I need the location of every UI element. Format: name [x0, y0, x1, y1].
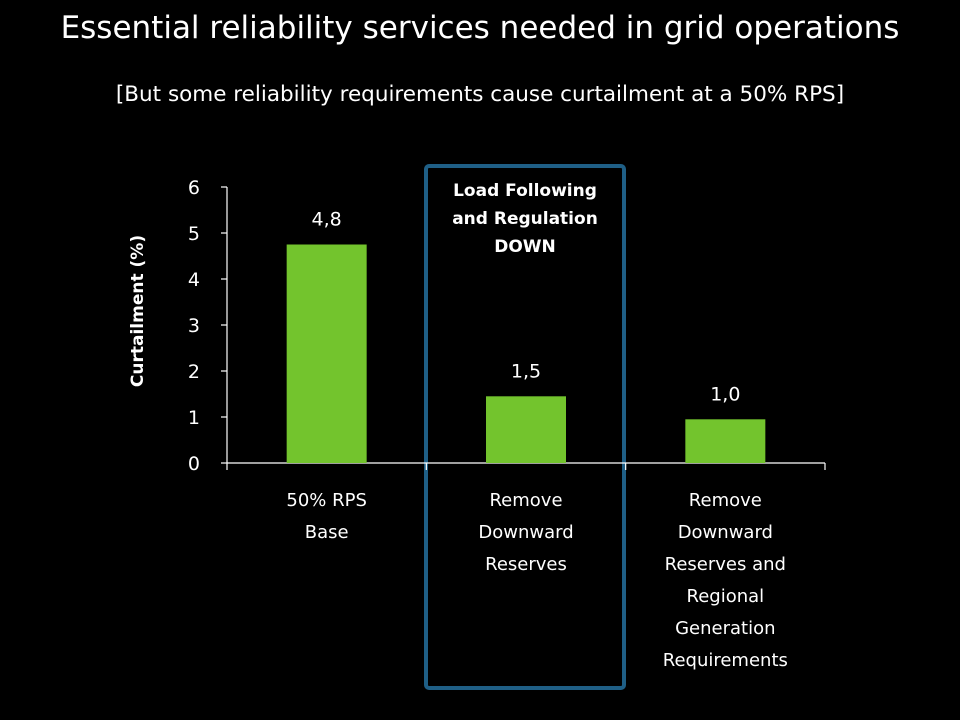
- data-label: 4,8: [312, 209, 342, 231]
- data-label: 1,0: [710, 383, 740, 405]
- y-tick-label: 3: [188, 315, 200, 337]
- x-tick-label: Generation: [675, 618, 775, 639]
- bar: [486, 396, 566, 463]
- y-tick-label: 1: [188, 407, 200, 429]
- y-tick-label: 0: [188, 453, 200, 475]
- chart-title: Essential reliability services needed in…: [60, 10, 900, 46]
- highlight-box: [424, 164, 626, 690]
- y-axis-label: Curtailment (%): [128, 235, 148, 387]
- data-label: 1,5: [511, 360, 541, 382]
- x-tick-label: Reserves: [485, 554, 567, 575]
- highlight-label-line: Load Following: [453, 181, 597, 201]
- x-tick-label: Downward: [678, 522, 773, 543]
- x-tick-label: 50% RPS: [286, 490, 367, 511]
- x-tick-label: Regional: [687, 586, 765, 607]
- y-tick-label: 6: [188, 177, 200, 199]
- x-tick-label: Requirements: [663, 650, 788, 671]
- y-tick-label: 5: [188, 223, 200, 245]
- x-tick-label: Downward: [478, 522, 573, 543]
- x-tick-label: Reserves and: [665, 554, 786, 575]
- x-tick-label: Base: [305, 522, 349, 543]
- x-tick-label: Remove: [689, 490, 762, 511]
- y-tick-label: 4: [188, 269, 200, 291]
- bar: [286, 244, 367, 463]
- chart-subtitle: [But some reliability requirements cause…: [115, 82, 845, 107]
- highlight-label-line: and Regulation: [452, 209, 598, 229]
- bar: [685, 419, 766, 463]
- highlight-label-line: DOWN: [494, 237, 556, 257]
- y-tick-label: 2: [188, 361, 200, 383]
- x-tick-label: Remove: [489, 490, 562, 511]
